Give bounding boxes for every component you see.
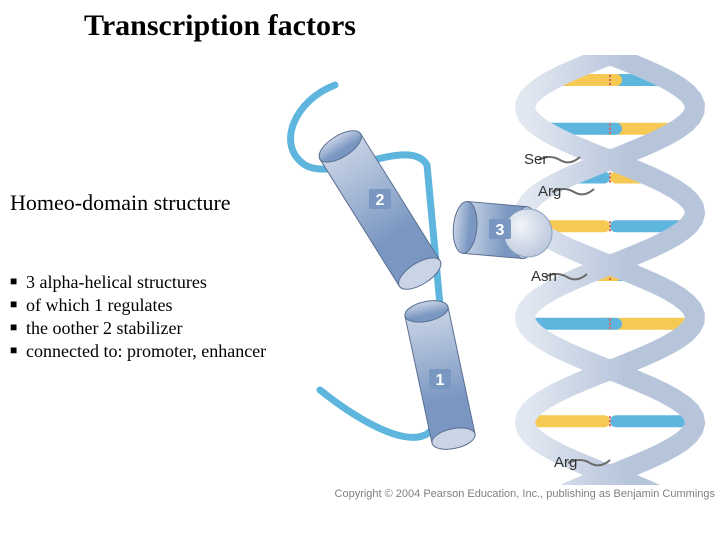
list-item: 3 alpha-helical structures [10,272,266,293]
svg-text:Ser: Ser [524,151,547,168]
list-item: of which 1 regulates [10,295,266,316]
svg-text:3: 3 [496,222,505,239]
svg-text:2: 2 [376,192,385,209]
page-title: Transcription factors [80,10,360,42]
svg-text:Asn: Asn [531,268,557,285]
list-item: connected to: promoter, enhancer [10,341,266,362]
subtitle: Homeo-domain structure [10,190,231,216]
homeodomain-diagram: Ser Arg Asn Arg 1 2 3 [250,55,720,485]
list-item: the oother 2 stabilizer [10,318,266,339]
copyright-text: Copyright © 2004 Pearson Education, Inc.… [275,488,715,500]
slide: Transcription factors Homeo-domain struc… [0,0,720,540]
svg-text:1: 1 [436,372,445,389]
bullet-list: 3 alpha-helical structures of which 1 re… [10,270,266,364]
svg-text:Arg: Arg [554,454,577,471]
svg-text:Arg: Arg [538,183,561,200]
homeodomain-protein [291,85,552,453]
